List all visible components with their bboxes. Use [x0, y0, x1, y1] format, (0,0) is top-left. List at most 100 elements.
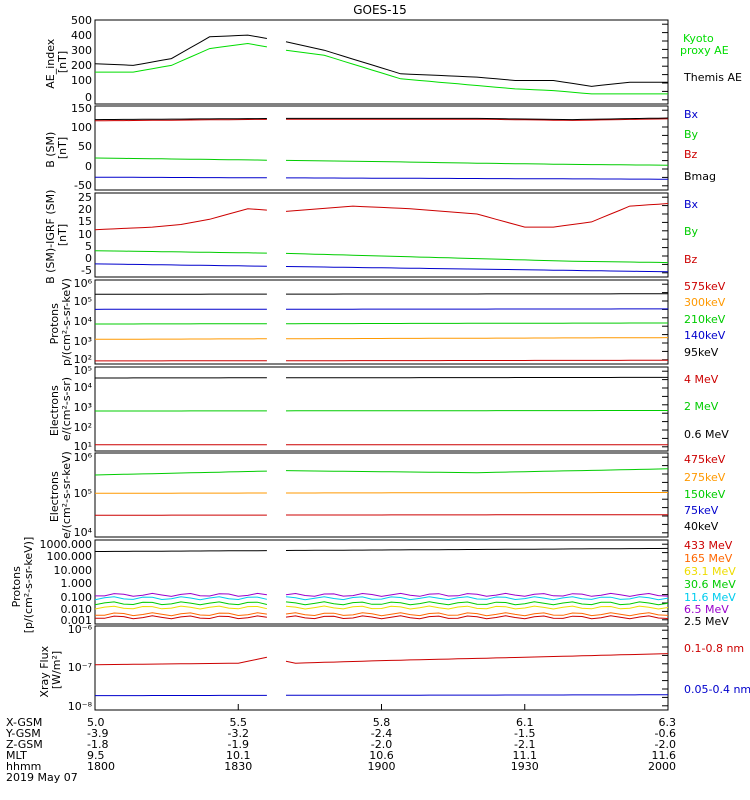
series-line-0-1-0-8-nm — [285, 653, 669, 664]
legend-by-2: By — [684, 225, 699, 238]
y-axis-label-electrons-2: Electrons e/(cm²-s-sr-keV) — [48, 451, 73, 539]
tick-label: 20 — [78, 203, 92, 216]
x-axis-value: -3.2 — [228, 727, 249, 740]
x-axis-value: 6.1 — [516, 716, 534, 729]
tick-label: 0.100 — [61, 591, 93, 604]
series-line-300kev — [95, 338, 267, 340]
tick-label: 0 — [85, 91, 92, 104]
legend-bmag: Bmag — [684, 170, 716, 183]
series-line-300kev — [286, 337, 669, 340]
legend-themis-ae: Themis AE — [683, 71, 742, 84]
tick-label: 10⁴ — [74, 315, 93, 328]
x-axis-value: 1900 — [368, 760, 396, 773]
x-axis-value: 5.8 — [373, 716, 391, 729]
x-axis-value: -2.0 — [655, 738, 676, 751]
legend-0-05-0-4nm: 0.05-0.4 nm — [684, 683, 750, 696]
tick-label: 300 — [71, 44, 92, 57]
tick-label: 200 — [71, 59, 92, 72]
y-ticks-xray: 10⁻⁶ 10⁻⁷ 10⁻⁸ — [68, 623, 93, 713]
legend-11-6mev: 11.6 MeV — [684, 591, 736, 604]
x-axis-value: -3.9 — [87, 727, 108, 740]
series-line-bz — [94, 208, 267, 231]
panel-frame-xray — [94, 625, 669, 711]
x-axis-value: 1830 — [224, 760, 252, 773]
x-axis-values: 5.0 5.5 5.8 6.1 6.3 -3.9 -3.2 -2.4 -1.5 -0.6 -1.8 -… — [87, 716, 676, 773]
tick-label: 10³ — [74, 335, 92, 348]
x-axis-value: 10.1 — [226, 749, 251, 762]
tick-label: 10⁴ — [74, 526, 93, 539]
series-line-by — [285, 159, 669, 166]
series-line-210kev — [286, 322, 668, 325]
x-row-label: hhmm — [6, 760, 41, 773]
series-line-themis-ae — [285, 41, 668, 87]
series-line-0-1-0-8-nm — [94, 656, 268, 666]
y-axis-label-xray: Xray Flux [W/m²] — [38, 642, 63, 697]
y-ticks-protons-hi: 1000.000 100.000 10.000 1.000 0.100 0.01… — [40, 538, 93, 627]
y-axis-label-ae: AE_index [nT] — [44, 35, 69, 89]
tick-label: 1000.000 — [40, 538, 93, 551]
tick-label: 10¹ — [74, 440, 92, 453]
legend-95kev: 95keV — [684, 346, 719, 359]
tick-label: 15 — [78, 215, 92, 228]
legend-bz: Bz — [684, 148, 698, 161]
legend-210kev: 210keV — [684, 313, 726, 326]
tick-label: 10⁵ — [74, 364, 92, 377]
series-line-165-mev — [95, 612, 267, 617]
tick-label: 10⁵ — [74, 487, 92, 500]
series-line-bz — [286, 118, 669, 121]
y-ticks-protons: 10⁶ 10⁵ 10⁴ 10³ 10² — [74, 277, 93, 366]
series-line-by — [94, 157, 267, 161]
x-axis-value: 1800 — [87, 760, 115, 773]
panel-frame-bsm-igrf — [94, 192, 669, 278]
legend-275kev: 275keV — [684, 471, 726, 484]
legend-bz-2: Bz — [684, 253, 698, 266]
legend-kyoto: Kyoto — [683, 32, 714, 45]
tick-label: 50 — [78, 140, 92, 153]
x-axis-value: -0.6 — [655, 727, 676, 740]
x-axis-value: 5.5 — [230, 716, 248, 729]
tick-label: 1.000 — [61, 577, 93, 590]
legend-2mev: 2 MeV — [684, 400, 719, 413]
series-line-by — [285, 252, 669, 264]
tick-label: 100 — [71, 74, 92, 87]
series-line-kyoto-proxy-ae — [95, 42, 267, 73]
tick-label: 10⁻⁶ — [68, 623, 93, 636]
series-line-275kev — [286, 492, 668, 494]
tick-label: -5 — [81, 264, 92, 277]
tick-label: 10³ — [74, 401, 92, 414]
series-line-bmag — [286, 117, 669, 121]
x-date: 2019 May 07 — [6, 771, 78, 784]
x-axis-value: 1930 — [511, 760, 539, 773]
series-line-63-1-mev — [94, 605, 268, 610]
tick-label: 500 — [71, 14, 92, 27]
legend-proxy-ae: proxy AE — [680, 44, 729, 57]
series-line-6-5-mev — [285, 592, 669, 597]
tick-label: 10² — [74, 421, 92, 434]
tick-label: 0 — [85, 252, 92, 265]
legend-6-5mev: 6.5 MeV — [684, 603, 729, 616]
tick-label: 10⁻⁸ — [68, 700, 93, 713]
panel-frame-electrons-2 — [94, 452, 669, 538]
panel-frame-ae — [94, 19, 669, 105]
tick-label: 150 — [71, 102, 92, 115]
series-line-11-6-mev — [94, 596, 268, 601]
legend-2-5mev: 2.5 MeV — [684, 615, 729, 628]
x-axis-value: 11.1 — [513, 749, 538, 762]
y-ticks-electrons-2: 10⁶ 10⁵ 10⁴ — [74, 451, 93, 539]
tick-label: 5 — [85, 240, 92, 253]
tick-label: 0.001 — [61, 614, 93, 627]
x-axis-value: -1.8 — [87, 738, 108, 751]
legend-75kev: 75keV — [684, 504, 719, 517]
tick-label: 10.000 — [54, 564, 93, 577]
x-axis-value: -1.9 — [228, 738, 249, 751]
y-ticks-electrons-1: 10⁵ 10⁴ 10³ 10² 10¹ — [74, 364, 93, 453]
x-axis-value: -2.0 — [371, 738, 392, 751]
legend-by: By — [684, 128, 699, 141]
tick-label: 100.000 — [47, 550, 93, 563]
series-line-0-05-0-4-nm — [286, 694, 668, 696]
tick-label: 25 — [78, 191, 92, 204]
series-line-433-mev — [95, 615, 267, 620]
legend-433mev: 433 MeV — [684, 539, 733, 552]
series-line-themis-ae — [94, 34, 267, 66]
series-line-2-5-mev — [285, 547, 669, 551]
